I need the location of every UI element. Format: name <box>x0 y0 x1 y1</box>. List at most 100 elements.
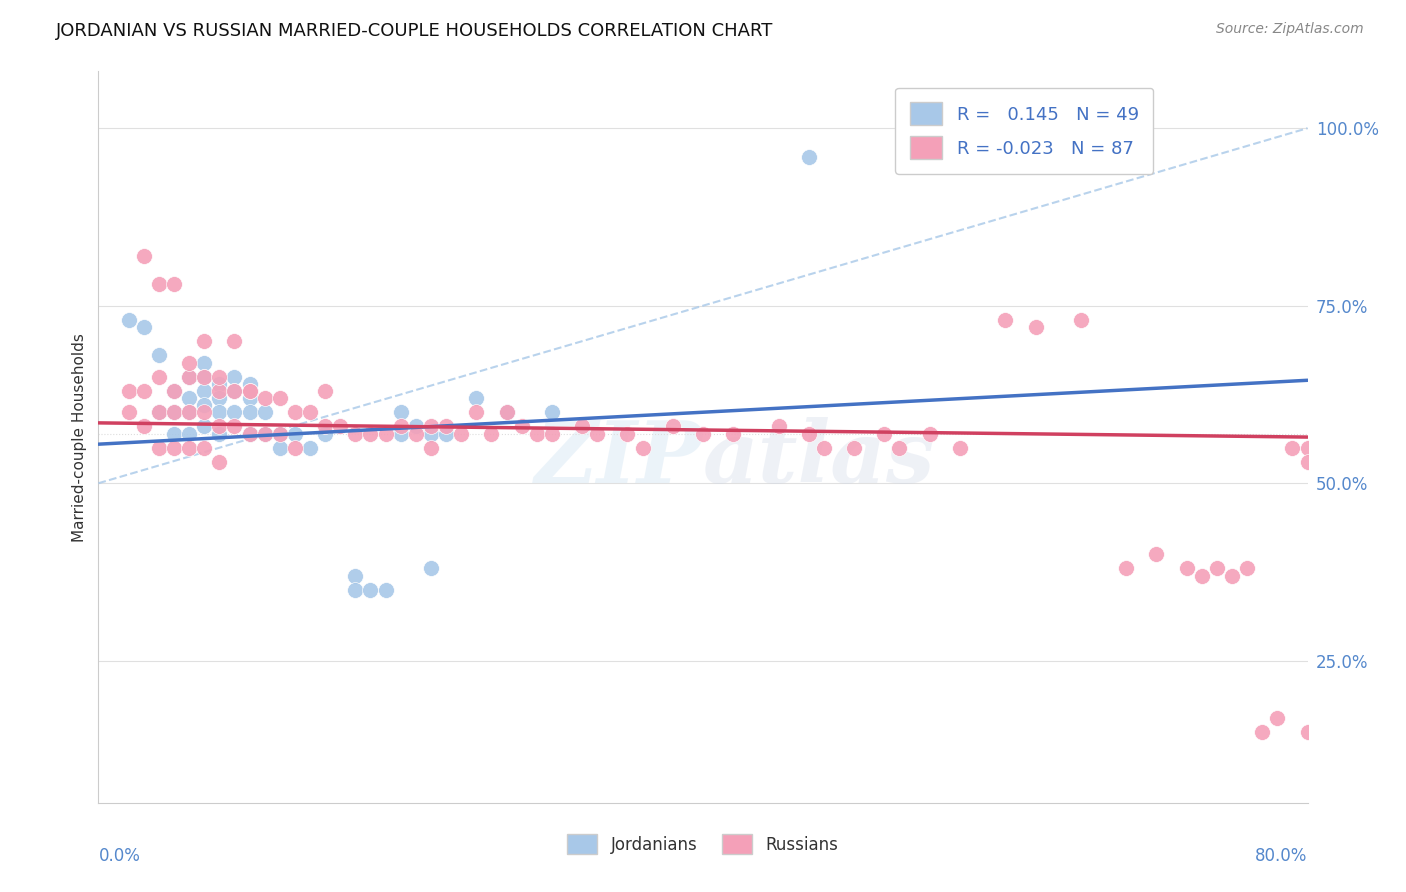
Point <box>1220 568 1243 582</box>
Point <box>631 441 654 455</box>
Point <box>420 419 443 434</box>
Point <box>163 426 186 441</box>
Point <box>1144 547 1167 561</box>
Point <box>1296 455 1319 469</box>
Point <box>179 369 201 384</box>
Point <box>253 405 276 419</box>
Point <box>193 398 215 412</box>
Point <box>797 150 820 164</box>
Point <box>284 441 307 455</box>
Point <box>163 441 186 455</box>
Point <box>1206 561 1229 575</box>
Point <box>495 405 517 419</box>
Point <box>768 419 790 434</box>
Text: Source: ZipAtlas.com: Source: ZipAtlas.com <box>1216 22 1364 37</box>
Point <box>118 384 141 398</box>
Point <box>540 426 562 441</box>
Point <box>374 582 396 597</box>
Text: 80.0%: 80.0% <box>1256 847 1308 864</box>
Point <box>118 405 141 419</box>
Point <box>434 419 457 434</box>
Point <box>148 348 170 362</box>
Point <box>269 426 291 441</box>
Point <box>1175 561 1198 575</box>
Point <box>918 426 941 441</box>
Point <box>148 405 170 419</box>
Point <box>163 384 186 398</box>
Point <box>1070 143 1092 157</box>
Point <box>208 419 231 434</box>
Point <box>405 419 427 434</box>
Point <box>163 405 186 419</box>
Point <box>179 405 201 419</box>
Point <box>994 313 1017 327</box>
Point <box>193 369 215 384</box>
Point <box>420 426 443 441</box>
Point <box>253 426 276 441</box>
Point <box>844 441 866 455</box>
Point <box>163 277 186 292</box>
Point <box>224 369 246 384</box>
Point <box>239 384 262 398</box>
Point <box>389 426 412 441</box>
Point <box>239 405 262 419</box>
Point <box>208 391 231 405</box>
Point <box>360 582 382 597</box>
Point <box>193 334 215 349</box>
Point <box>481 426 503 441</box>
Point <box>224 419 246 434</box>
Text: 0.0%: 0.0% <box>98 847 141 864</box>
Point <box>179 441 201 455</box>
Point <box>179 426 201 441</box>
Point <box>193 384 215 398</box>
Point <box>374 426 396 441</box>
Point <box>208 426 231 441</box>
Point <box>148 369 170 384</box>
Point <box>163 384 186 398</box>
Text: JORDANIAN VS RUSSIAN MARRIED-COUPLE HOUSEHOLDS CORRELATION CHART: JORDANIAN VS RUSSIAN MARRIED-COUPLE HOUS… <box>56 22 773 40</box>
Point <box>224 334 246 349</box>
Point <box>329 419 352 434</box>
Point <box>1191 568 1213 582</box>
Point <box>889 441 911 455</box>
Point <box>148 405 170 419</box>
Point <box>360 426 382 441</box>
Point <box>269 391 291 405</box>
Point <box>723 426 745 441</box>
Point <box>239 391 262 405</box>
Point <box>208 376 231 391</box>
Point <box>344 582 367 597</box>
Point <box>495 405 517 419</box>
Point <box>299 405 322 419</box>
Point <box>1070 313 1092 327</box>
Point <box>239 426 262 441</box>
Point <box>420 441 443 455</box>
Point <box>389 419 412 434</box>
Point <box>1115 561 1137 575</box>
Point <box>571 419 593 434</box>
Point <box>208 405 231 419</box>
Point <box>179 405 201 419</box>
Point <box>540 405 562 419</box>
Point <box>163 405 186 419</box>
Point <box>208 384 231 398</box>
Point <box>118 313 141 327</box>
Point <box>616 426 638 441</box>
Point <box>405 426 427 441</box>
Point <box>284 405 307 419</box>
Point <box>526 426 548 441</box>
Point <box>132 320 155 334</box>
Text: ZIP: ZIP <box>536 417 703 500</box>
Point <box>179 369 201 384</box>
Point <box>420 561 443 575</box>
Point <box>269 441 291 455</box>
Point <box>208 455 231 469</box>
Point <box>253 426 276 441</box>
Point <box>813 441 835 455</box>
Point <box>873 426 896 441</box>
Point <box>193 369 215 384</box>
Point <box>224 405 246 419</box>
Point <box>344 568 367 582</box>
Point <box>1024 320 1046 334</box>
Point <box>450 426 472 441</box>
